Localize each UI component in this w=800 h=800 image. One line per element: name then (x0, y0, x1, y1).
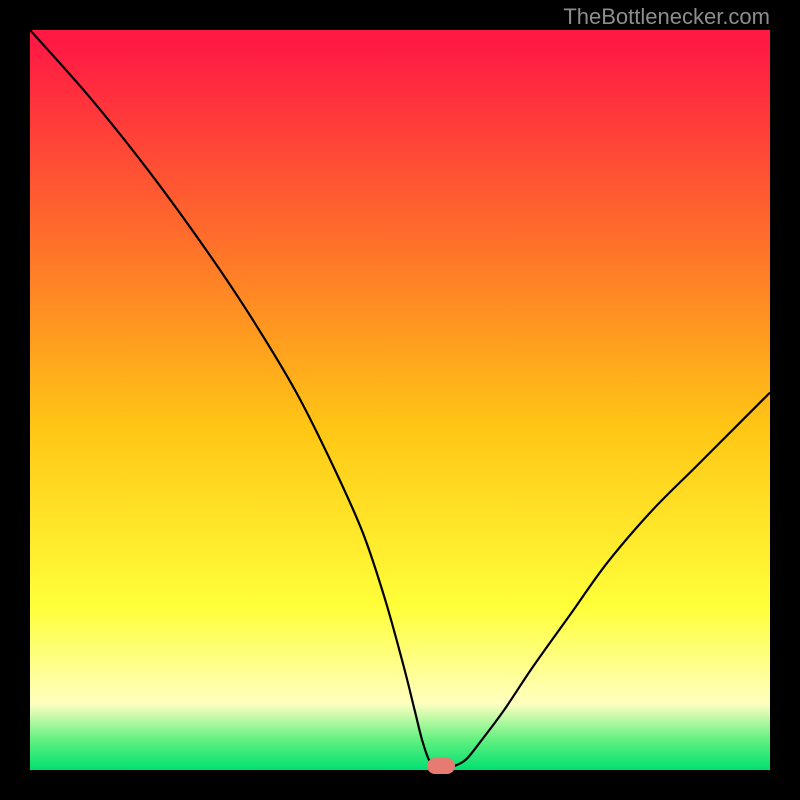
curve-path (30, 30, 770, 769)
chart-frame: TheBottlenecker.com (0, 0, 800, 800)
bottleneck-curve (30, 30, 770, 770)
watermark-text: TheBottlenecker.com (563, 4, 770, 30)
plot-gradient-background (30, 30, 770, 770)
bottleneck-marker (427, 758, 455, 774)
